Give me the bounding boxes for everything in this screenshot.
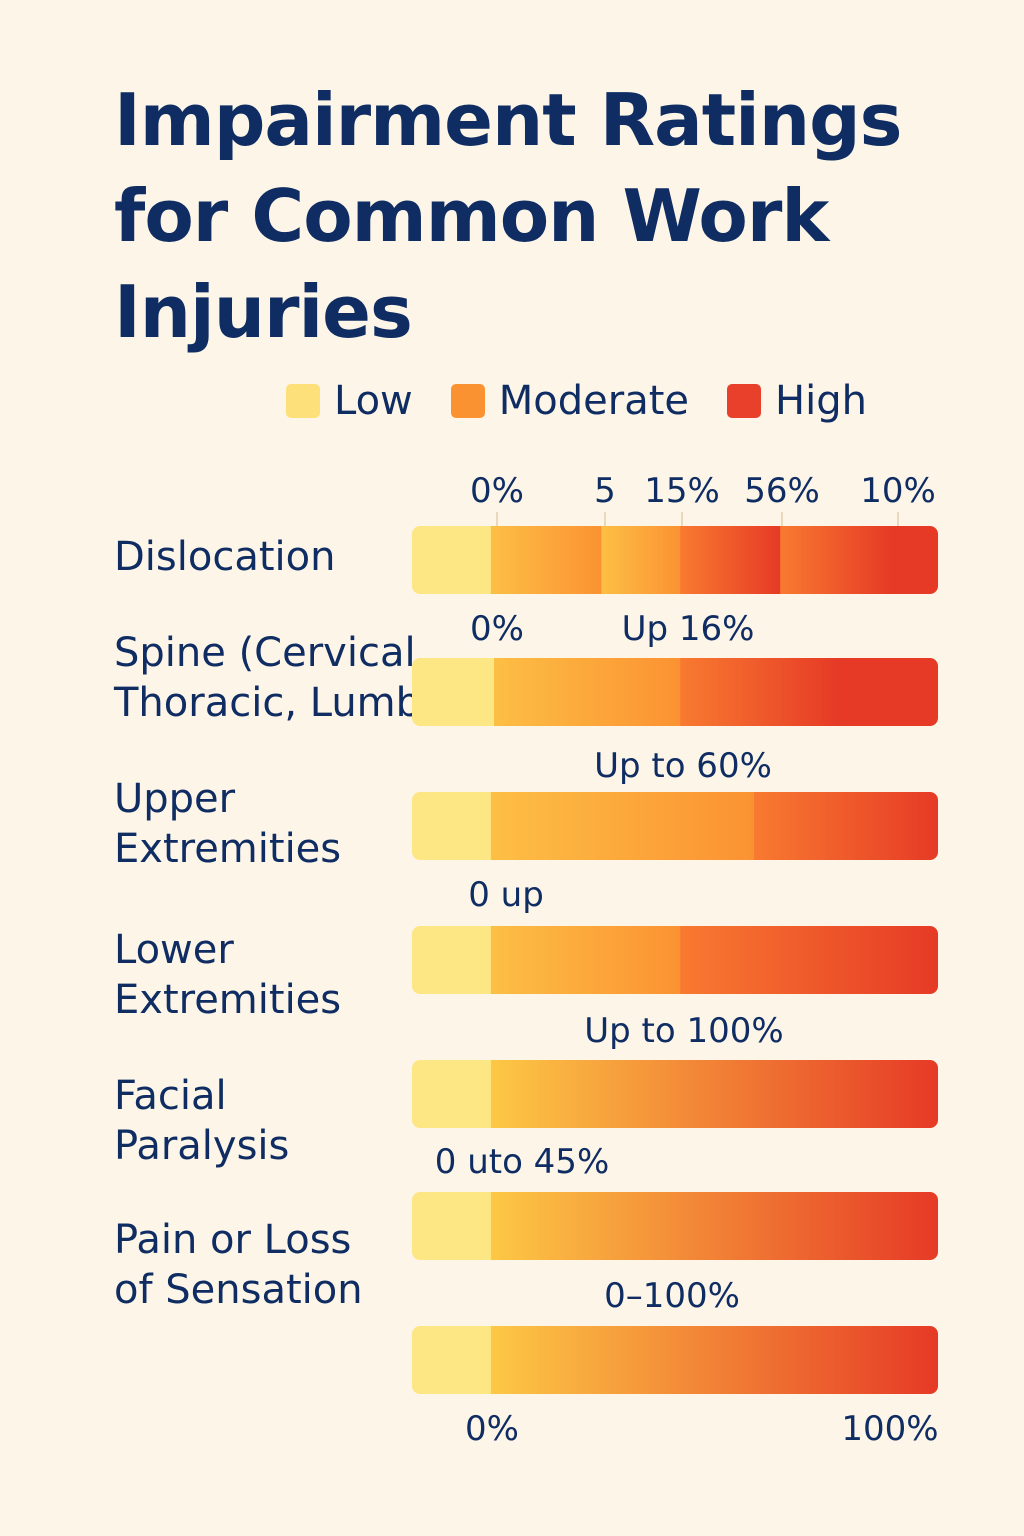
legend-item-moderate: Moderate (450, 378, 690, 424)
bar-segment-moderate (490, 926, 681, 994)
bar-notch (436, 658, 494, 726)
row-label-line: Extremities (114, 977, 342, 1023)
bar-annotation: 5 (594, 471, 616, 511)
legend-swatch-moderate (450, 384, 485, 418)
row-label-line: Dislocation (114, 534, 336, 580)
bar-segment-low (412, 1326, 492, 1394)
legend-label-high: High (775, 378, 867, 424)
title-line-3: Injuries (114, 270, 413, 354)
bar-segment-low (412, 792, 492, 860)
bar-segment-high (680, 526, 781, 594)
bar-segment-moderate (490, 526, 602, 594)
chart-title: Impairment Ratings for Common Work Injur… (114, 72, 994, 360)
row-label-facial-paralysis: Facial Paralysis (114, 1071, 444, 1171)
bar-annotation: Up to 100% (584, 1011, 783, 1051)
legend: Low Moderate High (286, 376, 867, 426)
bar-segment-high (680, 658, 839, 726)
bar-annotation: 56% (744, 471, 820, 511)
legend-swatch-high (727, 384, 762, 418)
bar-segment-moderate (490, 658, 681, 726)
bar-annotation: Up to 60% (594, 746, 772, 786)
row-label-lower-extremities: Lower Extremities (114, 925, 444, 1025)
bar-segment-low (412, 1060, 492, 1128)
bar-segment-moderate (490, 792, 755, 860)
bar-segment-moderate-high (490, 1060, 938, 1128)
row-label-spine: Spine (Cervical, Thoracic, Lumbar) (114, 628, 478, 728)
bar-segment-low (412, 526, 492, 594)
row-label-line: Paralysis (114, 1123, 290, 1169)
row-label-line: Upper (114, 776, 236, 822)
bar-annotation: 0 up (468, 875, 544, 915)
bar-row-1 (412, 658, 938, 726)
row-label-line: Spine (Cervical, (114, 630, 429, 676)
bar-annotation: 0% (470, 471, 524, 511)
bar-annotation: 15% (644, 471, 720, 511)
bar-segment-high (680, 926, 938, 994)
row-label-pain-sensation: Pain or Loss of Sensation (114, 1215, 444, 1315)
legend-item-high: High (727, 378, 867, 424)
bar-row-0 (412, 526, 938, 594)
legend-swatch-low (286, 384, 320, 418)
bar-row-6 (412, 1326, 938, 1394)
bar-segment-low (412, 926, 492, 994)
bar-segment-moderate-high (490, 1326, 938, 1394)
bar-row-5 (412, 1192, 938, 1260)
title-line-2: for Common Work (114, 174, 829, 258)
row-label-line: Facial (114, 1073, 227, 1119)
row-label-upper-extremities: Upper Extremities (114, 774, 444, 874)
bar-segment-high (838, 658, 938, 726)
row-label-line: Pain or Loss (114, 1217, 352, 1263)
row-label-line: Lower (114, 927, 234, 973)
bar-segment-low (412, 1192, 492, 1260)
x-axis-tick-label: 0% (465, 1409, 519, 1449)
legend-label-moderate: Moderate (498, 378, 690, 424)
bar-segment-moderate (601, 526, 681, 594)
title-line-1: Impairment Ratings (114, 78, 903, 162)
bar-annotation: 0% (470, 609, 524, 649)
x-axis-tick-label: 100% (841, 1409, 938, 1449)
bar-annotation: 0–100% (604, 1276, 740, 1316)
bar-segment-high (753, 792, 938, 860)
bar-row-4 (412, 1060, 938, 1128)
bar-annotation: 10% (860, 471, 936, 511)
row-label-dislocation: Dislocation (114, 532, 444, 582)
legend-label-low: Low (334, 378, 413, 424)
bar-segment-moderate-high (490, 1192, 938, 1260)
row-label-line: Extremities (114, 826, 342, 872)
row-label-line: of Sensation (114, 1267, 363, 1313)
bar-annotation: Up 16% (622, 609, 755, 649)
bar-annotation: 0 uto 45% (435, 1142, 610, 1182)
bar-segment-high (890, 526, 938, 594)
legend-item-low: Low (286, 378, 413, 424)
bar-row-3 (412, 926, 938, 994)
bar-segment-high (780, 526, 892, 594)
bar-row-2 (412, 792, 938, 860)
